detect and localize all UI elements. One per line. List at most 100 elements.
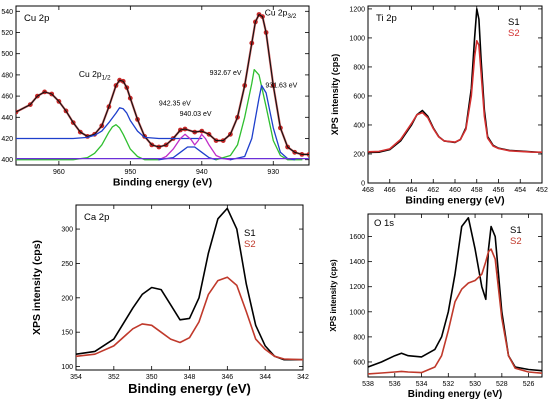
y-tick-label: 460 [1,94,13,101]
series-line-s2 [368,248,542,375]
y-tick-label: 800 [353,64,365,71]
x-tick-label: 454 [514,187,526,194]
peak-label-cu2p-half: Cu 2p1/2 [79,69,111,82]
x-tick-label: 460 [449,187,461,194]
series-group [16,12,309,161]
series-line-fit-envelope [16,13,309,155]
series-line-component [16,124,160,161]
x-tick-label: 344 [259,374,271,381]
panel-title: O 1s [374,218,394,229]
legend-entry-s1: S1 [508,17,520,28]
x-tick-label: 940 [196,169,208,176]
y-axis-label: XPS intensity (cps) [329,259,338,332]
y-tick-label: 1200 [349,284,365,291]
legend-entry-s1: S1 [244,228,256,239]
x-axis-label: Binding energy (eV) [128,381,251,396]
x-tick-label: 536 [389,381,401,388]
chart-panel-3: 354 352 350 348 346 344 342 100 150 200 250 300 Bind… [31,204,309,396]
x-tick-label: 532 [442,381,454,388]
plot-frame [15,5,310,166]
series-group [368,8,542,154]
y-tick-label: 480 [1,72,13,79]
series-group [76,207,303,361]
x-tick-label: 456 [493,187,505,194]
x-axis-label: Binding energy (eV) [405,195,504,207]
peak-energy-annotation: 940.03 eV [180,111,212,118]
y-tick-label: 400 [353,122,365,129]
y-tick-label: 540 [1,9,13,16]
y-tick-label: 600 [353,359,365,366]
x-tick-label: 348 [184,374,196,381]
series-line-component [229,84,296,161]
x-tick-label: 346 [221,374,233,381]
y-tick-label: 1400 [349,259,365,266]
x-tick-label: 530 [469,381,481,388]
plot-frame [367,213,543,378]
y-tick-label: 300 [61,227,73,234]
y-tick-label: 1000 [349,309,365,316]
y-tick-label: 800 [353,334,365,341]
series-line-s1 [76,207,303,361]
x-axis-label: Binding energy (eV) [408,389,502,400]
y-tick-label: 1600 [349,234,365,241]
x-tick-label: 354 [70,374,82,381]
x-axis-label: Binding energy (eV) [113,177,212,189]
y-tick-label: 200 [61,295,73,302]
peak-energy-annotation: 942.35 eV [159,101,191,108]
peak-label-cu2p-3half: Cu 2p3/2 [265,8,297,21]
x-tick-label: 950 [124,169,136,176]
peak-label-sub: 1/2 [102,74,111,81]
y-axis-label: XPS intensity (cps) [330,54,340,136]
peak-energy-annotation: 932.67 eV [210,70,242,77]
y-tick-label: 500 [1,51,13,58]
y-tick-label: 520 [1,30,13,37]
plot-frame [75,204,304,371]
y-tick-label: 1200 [349,6,365,13]
x-tick-label: 528 [496,381,508,388]
series-line-s2 [368,40,542,153]
x-tick-label: 350 [146,374,158,381]
legend-entry-s1: S1 [510,225,522,236]
legend-entry-s2: S2 [244,239,256,250]
y-tick-label: 0 [361,181,365,188]
series-line-component [158,133,232,161]
y-tick-label: 200 [353,151,365,158]
y-tick-label: 400 [1,157,13,164]
series-group [368,217,542,375]
panel-title: Ca 2p [84,212,109,223]
x-tick-label: 462 [427,187,439,194]
peak-label-main: Cu 2p [79,69,102,79]
series-line-s2 [76,276,303,361]
x-tick-label: 468 [362,187,374,194]
panel-title: Ti 2p [376,13,397,24]
x-tick-label: 466 [384,187,396,194]
legend-entry-s2: S2 [510,236,522,247]
y-axis-label: XPS intensity (cps) [31,240,43,335]
y-tick-label: 250 [61,261,73,268]
x-tick-label: 526 [523,381,535,388]
x-tick-label: 342 [297,374,309,381]
y-tick-label: 150 [61,330,73,337]
series-line-component [158,146,217,161]
x-tick-label: 538 [362,381,374,388]
series-line-component [215,68,303,161]
series-line-component [16,107,203,140]
x-tick-label: 930 [267,169,279,176]
x-tick-label: 352 [108,374,120,381]
x-tick-label: 458 [471,187,483,194]
chart-panel-4: 538 536 534 532 530 528 526 600 800 1000 1200 1400 1… [329,213,543,400]
peak-energy-annotation: 931.63 eV [265,83,297,90]
chart-panel-1: 960 950 940 930 400 420 440 460 480 500 520 540 Bind… [1,5,310,189]
peak-label-main: Cu 2p [265,8,288,18]
panel-title: Cu 2p [24,13,49,24]
y-tick-label: 420 [1,136,13,143]
x-tick-label: 960 [53,169,65,176]
legend-entry-s2: S2 [508,28,520,39]
y-tick-label: 440 [1,115,13,122]
peak-label-sub: 3/2 [287,13,296,20]
chart-panel-2: 468 466 464 462 460 458 456 454 452 0 200 400 600 800… [330,5,548,207]
x-tick-label: 464 [406,187,418,194]
y-tick-label: 100 [61,364,73,371]
x-tick-label: 452 [536,187,548,194]
x-tick-label: 534 [416,381,428,388]
